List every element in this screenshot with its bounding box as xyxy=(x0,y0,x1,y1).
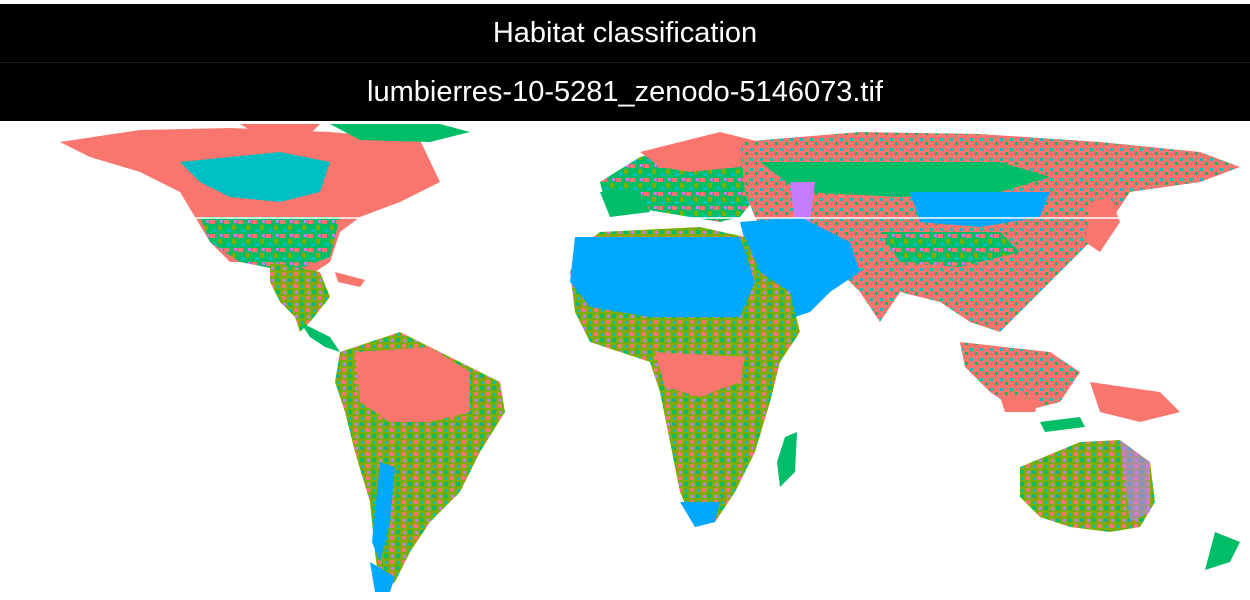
greenland-arctic-islands xyxy=(240,124,470,142)
madagascar xyxy=(777,432,797,487)
australia xyxy=(1020,440,1155,532)
indonesia-islands xyxy=(1000,397,1085,432)
habitat-map xyxy=(0,122,1250,600)
caribbean xyxy=(335,272,365,287)
southeast-asia xyxy=(960,342,1180,422)
new-zealand xyxy=(1205,532,1240,570)
asia xyxy=(740,132,1240,332)
map-title-bar: Habitat classification xyxy=(0,4,1250,62)
header-divider xyxy=(0,62,1250,63)
europe xyxy=(600,132,760,222)
north-america xyxy=(60,128,440,352)
filename-bar: lumbierres-10-5281_zenodo-5146073.tif xyxy=(0,63,1250,121)
south-america xyxy=(335,332,505,592)
africa xyxy=(570,227,800,527)
japan xyxy=(1085,197,1120,252)
map-title: Habitat classification xyxy=(492,16,758,49)
filename-label: lumbierres-10-5281_zenodo-5146073.tif xyxy=(367,75,883,108)
world-map-svg xyxy=(60,124,1240,592)
